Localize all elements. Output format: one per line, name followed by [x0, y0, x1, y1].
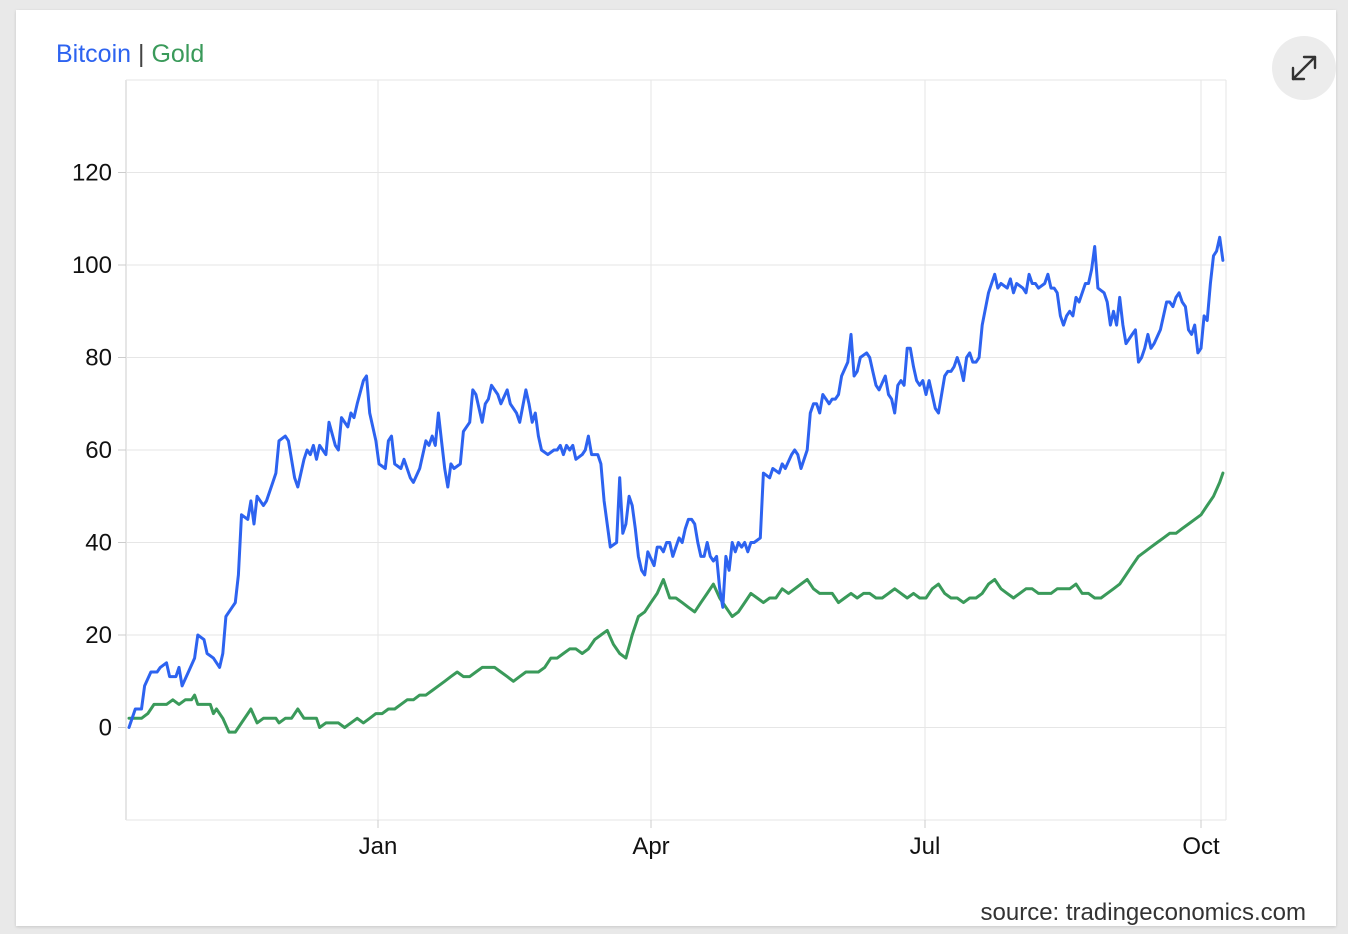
source-credit: source: tradingeconomics.com: [980, 899, 1306, 926]
chart-card: Bitcoin | Gold source: tradingeconomics.…: [16, 10, 1336, 926]
series-line-gold: [127, 471, 1225, 734]
chart-series: [127, 235, 1225, 734]
legend-gold[interactable]: Gold: [151, 40, 205, 68]
y-tick-label: 40: [85, 530, 112, 557]
expand-arrows-icon: [1291, 55, 1317, 81]
y-tick-label: 60: [85, 437, 112, 464]
y-axis-labels: 0 20 40 60 80 100 120: [72, 160, 112, 742]
legend-separator: |: [138, 40, 145, 68]
expand-button[interactable]: [1272, 36, 1336, 100]
x-tick-label: Jan: [359, 833, 398, 860]
x-tick-label: Oct: [1182, 833, 1220, 860]
y-tick-label: 20: [85, 622, 112, 649]
y-tick-label: 0: [99, 715, 112, 742]
y-tick-label: 80: [85, 345, 112, 372]
y-tick-label: 100: [72, 252, 112, 279]
y-tick-label: 120: [72, 160, 112, 187]
chart-grid: [118, 79, 1227, 828]
chart-legend: Bitcoin | Gold: [56, 40, 204, 69]
series-line-bitcoin: [127, 235, 1225, 729]
x-tick-label: Jul: [910, 833, 941, 860]
x-axis-labels: Jan Apr Jul Oct: [359, 833, 1220, 860]
legend-bitcoin[interactable]: Bitcoin: [56, 40, 132, 68]
x-tick-label: Apr: [632, 833, 669, 860]
